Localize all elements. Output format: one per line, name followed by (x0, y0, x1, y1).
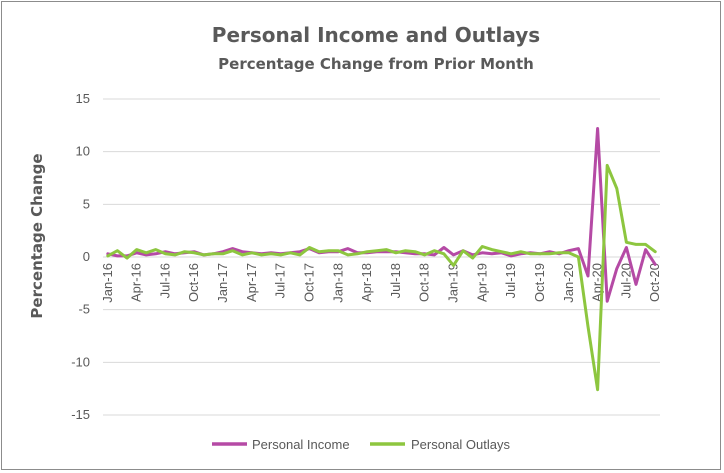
x-tick-label: Oct-17 (301, 263, 316, 302)
chart-title: Personal Income and Outlays (212, 23, 540, 47)
y-tick-label: 10 (76, 144, 90, 159)
x-tick-label: Jul-20 (618, 263, 633, 298)
x-tick-label: Oct-19 (532, 263, 547, 302)
y-tick-label: -10 (71, 354, 90, 369)
x-tick-label: Oct-20 (647, 263, 662, 302)
x-tick-label: Jan-19 (446, 263, 461, 303)
legend-label: Personal Income (252, 437, 350, 452)
y-tick-label: -15 (71, 407, 90, 422)
x-tick-label: Jan-17 (215, 263, 230, 303)
y-tick-label: 15 (76, 91, 90, 106)
y-tick-label: 5 (83, 196, 90, 211)
x-tick-labels: Jan-16 Apr-16 Jul-16 Oct-16 Jan-17 Apr-17 Jul-… (100, 263, 662, 303)
x-tick-label: Jan-18 (330, 263, 345, 303)
chart-subtitle: Percentage Change from Prior Month (218, 55, 534, 73)
x-tick-label: Oct-18 (417, 263, 432, 302)
x-tick-label: Apr-17 (244, 263, 259, 302)
x-tick-label: Oct-16 (186, 263, 201, 302)
y-axis-label: Percentage Change (28, 153, 46, 318)
x-tick-label: Apr-18 (359, 263, 374, 302)
x-tick-label: Jan-20 (561, 263, 576, 303)
y-tick-label: 0 (83, 249, 90, 264)
x-tick-label: Apr-19 (474, 263, 489, 302)
x-tick-label: Jul-19 (503, 263, 518, 298)
y-tick-label: -5 (78, 302, 90, 317)
series-lines (106, 127, 657, 392)
legend-label: Personal Outlays (411, 437, 510, 452)
x-tick-label: Jul-17 (273, 263, 288, 298)
legend: Personal Income Personal Outlays (212, 437, 510, 452)
x-tick-label: Jan-16 (100, 263, 115, 303)
x-tick-label: Jul-16 (157, 263, 172, 298)
series-line-personal-outlays (106, 163, 657, 392)
x-tick-label: Apr-16 (129, 263, 144, 302)
gridlines (103, 98, 660, 416)
x-tick-label: Jul-18 (388, 263, 403, 298)
y-tick-labels: 15 10 5 0 -5 -10 -15 (71, 91, 90, 422)
